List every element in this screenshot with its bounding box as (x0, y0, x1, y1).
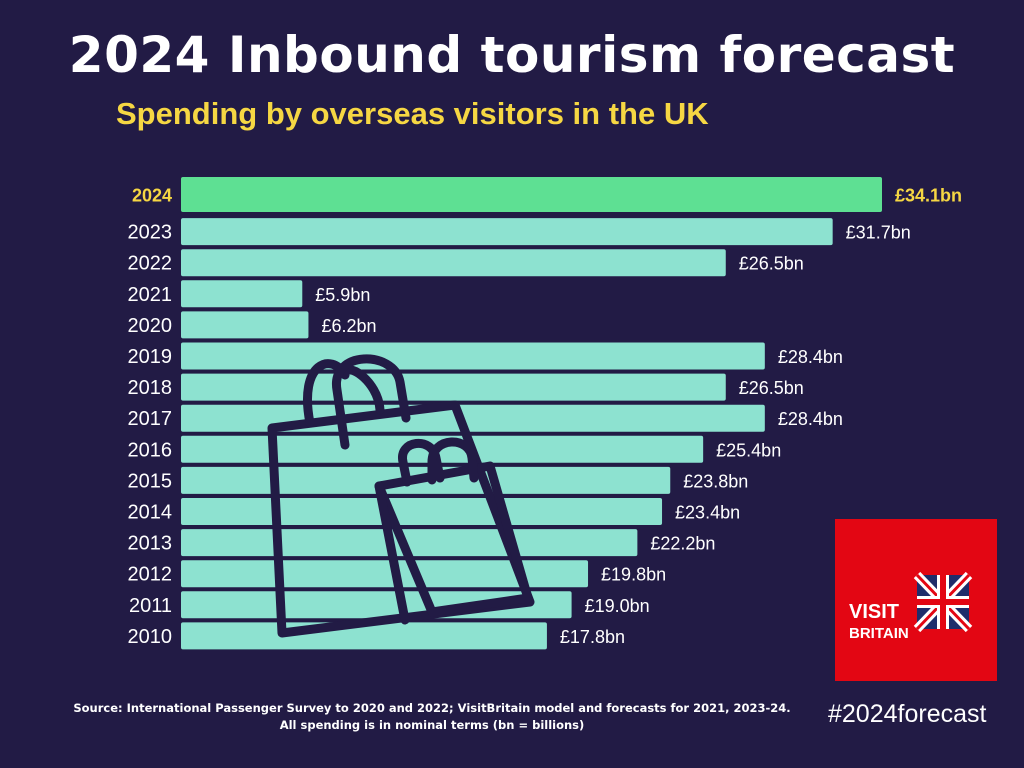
value-label-2012: £19.8bn (601, 565, 666, 585)
bar-2014 (181, 498, 663, 525)
bar-2023 (181, 218, 833, 246)
value-label-2022: £26.5bn (739, 254, 804, 274)
value-label-2021: £5.9bn (315, 285, 370, 305)
source-line-2: All spending is in nominal terms (bn = b… (279, 718, 585, 732)
category-label-2015: 2015 (128, 470, 173, 492)
bar-2018 (181, 373, 726, 401)
page-subtitle: Spending by overseas visitors in the UK (116, 96, 709, 131)
page-title: 2024 Inbound tourism forecast (68, 26, 956, 84)
logo-text-britain: BRITAIN (849, 625, 909, 642)
bar-2019 (181, 342, 765, 370)
shopping-bags-icon (267, 354, 535, 638)
value-label-2019: £28.4bn (778, 347, 843, 367)
category-label-2017: 2017 (128, 408, 173, 430)
source-line-1: Source: International Passenger Survey t… (73, 701, 791, 715)
hashtag: #2024forecast (828, 700, 987, 728)
bar-2021 (181, 280, 303, 308)
value-label-2017: £28.4bn (778, 409, 843, 429)
bar-2013 (181, 529, 638, 557)
union-jack-icon (913, 571, 973, 633)
category-label-2019: 2019 (128, 346, 173, 368)
value-label-2010: £17.8bn (560, 627, 625, 647)
category-label-2010: 2010 (128, 626, 173, 648)
category-label-2014: 2014 (128, 502, 173, 524)
value-label-2014: £23.4bn (675, 503, 740, 523)
category-label-2011: 2011 (129, 595, 172, 617)
category-label-2013: 2013 (128, 533, 173, 555)
category-label-2022: 2022 (128, 253, 173, 275)
value-label-2018: £26.5bn (739, 378, 804, 398)
category-label-2018: 2018 (128, 377, 173, 399)
value-label-2015: £23.8bn (683, 471, 748, 491)
value-label-2016: £25.4bn (716, 440, 781, 460)
value-label-2024: £34.1bn (895, 186, 962, 206)
value-label-2011: £19.0bn (585, 596, 650, 616)
category-label-2024: 2024 (132, 186, 172, 206)
category-label-2020: 2020 (128, 315, 173, 337)
visitbritain-logo: VISIT BRITAIN (835, 519, 997, 681)
bar-2022 (181, 249, 726, 277)
value-label-2013: £22.2bn (650, 534, 715, 554)
category-label-2021: 2021 (128, 284, 173, 306)
logo-text-visit: VISIT (849, 601, 900, 623)
category-label-2016: 2016 (128, 439, 173, 461)
value-label-2020: £6.2bn (321, 316, 376, 336)
source-note: Source: International Passenger Survey t… (62, 700, 802, 734)
bar-2020 (181, 311, 309, 339)
category-label-2023: 2023 (128, 222, 173, 244)
value-label-2023: £31.7bn (846, 223, 911, 243)
bar-2024 (181, 177, 882, 212)
bar-2010 (181, 622, 547, 650)
category-label-2012: 2012 (128, 564, 173, 586)
